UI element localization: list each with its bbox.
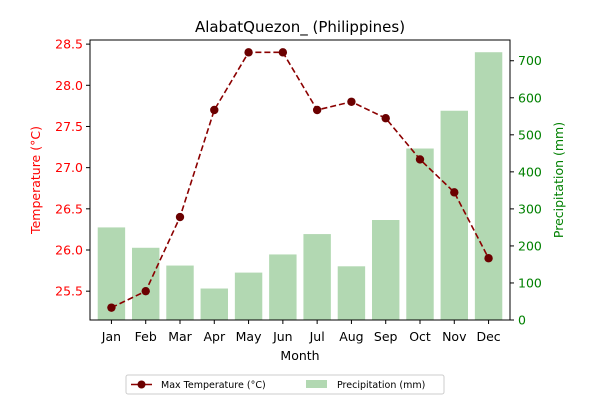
- x-tick-label: May: [236, 329, 262, 344]
- temperature-series-line: [111, 51, 490, 309]
- precip-bar-sep: [372, 220, 400, 320]
- left-tick-label: 27.5: [55, 119, 83, 134]
- x-tick-label: Aug: [339, 329, 363, 344]
- precip-bar-oct: [406, 148, 434, 320]
- left-tick-label: 26.5: [55, 201, 83, 216]
- x-tick-label: Apr: [203, 329, 225, 344]
- temp-point-apr: [210, 105, 219, 115]
- right-tick-label: 0: [518, 313, 526, 328]
- temp-point-dec: [484, 254, 493, 263]
- legend-frame: [125, 374, 445, 395]
- left-tick-label: 26.0: [55, 243, 83, 258]
- x-tick-label: Oct: [409, 329, 431, 344]
- temp-point-jun: [278, 48, 288, 57]
- plot-frame: [89, 39, 511, 321]
- precipitation-bars: [97, 52, 503, 320]
- precip-bar-jul: [303, 234, 331, 320]
- x-tick-label: Nov: [442, 329, 467, 344]
- right-axis-label: Precipitation (mm): [551, 122, 566, 238]
- temp-point-jan: [107, 303, 116, 312]
- left-tick-label: 28.5: [55, 37, 83, 52]
- precip-bar-mar: [166, 265, 194, 320]
- left-tick-label: 27.0: [55, 160, 83, 175]
- temp-point-may: [244, 48, 253, 57]
- right-tick-label: 300: [518, 201, 542, 216]
- temp-point-nov: [450, 188, 459, 197]
- x-tick-label: Sep: [374, 329, 398, 344]
- right-tick-label: 200: [518, 238, 542, 253]
- right-tick-label: 100: [518, 275, 542, 290]
- right-tick-label: 600: [518, 90, 542, 105]
- x-tick-label: Mar: [168, 329, 192, 344]
- right-tick-label: 700: [518, 53, 542, 68]
- x-tick-label: Dec: [476, 329, 500, 344]
- temp-point-jul: [312, 105, 322, 115]
- x-tick-label: Jul: [309, 329, 325, 344]
- precip-bar-jun: [269, 254, 297, 320]
- temperature-line: [107, 48, 493, 312]
- precip-bar-dec: [474, 52, 503, 320]
- right-tick-label: 500: [518, 127, 542, 142]
- right-tick-label: 400: [518, 164, 542, 179]
- temp-point-aug: [347, 97, 356, 106]
- chart-title: AlabatQuezon_ (Philippines): [195, 18, 405, 37]
- temp-point-sep: [381, 114, 390, 123]
- x-tick-label: Feb: [135, 329, 157, 344]
- legend-bar-swatch: [306, 380, 327, 388]
- legend-label-temperature: Max Temperature (°C): [161, 380, 266, 391]
- precip-bar-feb: [132, 247, 160, 320]
- precip-bar-apr: [200, 288, 228, 320]
- left-tick-label: 25.5: [55, 284, 83, 299]
- x-axis-label: Month: [280, 348, 319, 363]
- legend-label-precipitation: Precipitation (mm): [337, 380, 425, 391]
- axes: Jan Feb Mar Apr May Jun Jul Aug Sep Oct Nov Dec 25.5…: [55, 37, 542, 344]
- temp-point-feb: [141, 286, 150, 296]
- precip-bar-nov: [440, 110, 468, 320]
- temp-point-mar: [175, 212, 185, 222]
- precip-bar-may: [234, 272, 263, 320]
- x-tick-label: Jan: [101, 329, 121, 344]
- precip-bar-aug: [337, 266, 366, 320]
- legend: Max Temperature (°C) Precipitation (mm): [125, 374, 445, 395]
- left-tick-label: 28.0: [55, 78, 83, 93]
- x-tick-label: Jun: [272, 329, 293, 344]
- temp-point-oct: [415, 155, 425, 164]
- left-axis-label: Temperature (°C): [28, 126, 43, 235]
- legend-marker-swatch: [137, 380, 146, 389]
